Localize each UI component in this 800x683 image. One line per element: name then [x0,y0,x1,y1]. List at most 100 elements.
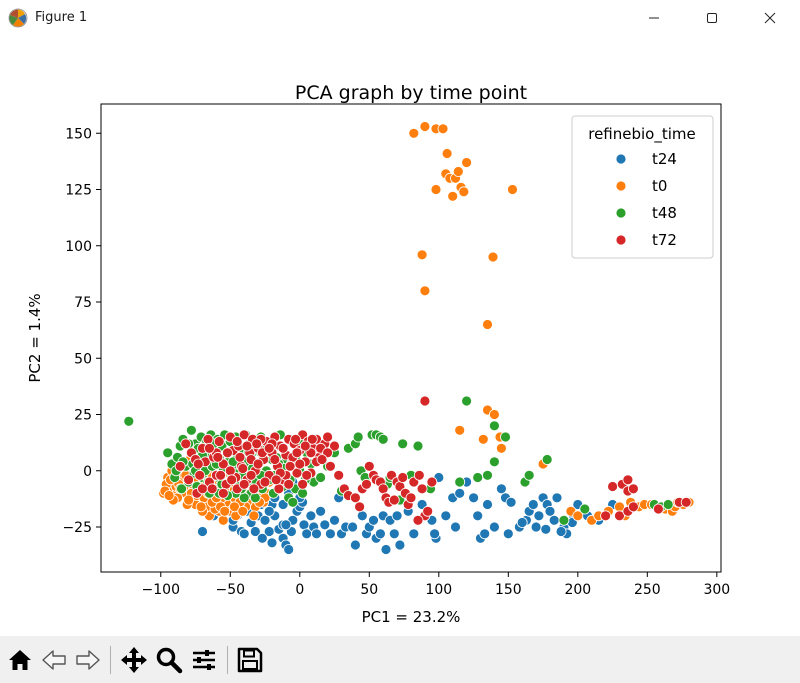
point-t72-124 [234,451,246,463]
point-t24-12 [259,514,271,526]
point-t0-156 [572,510,584,522]
maximize-button[interactable] [683,0,741,36]
y-axis-ticks: −25 0 25 50 75 100 125 150 [62,126,101,536]
pan-button[interactable] [118,644,150,676]
minimize-button[interactable] [625,0,683,36]
legend-title: refinebio_time [588,125,696,144]
x-axis-label: PC1 = 23.2% [362,608,461,626]
point-t48-135 [249,492,261,504]
point-t24-45 [380,544,392,555]
home-icon [9,650,31,670]
point-t0-123 [183,494,195,506]
point-t72-17 [238,429,250,441]
point-t0-130 [419,121,431,132]
point-t48-96 [454,476,466,488]
point-t0-142 [430,184,442,195]
close-button[interactable] [741,0,799,36]
y-tick-label: 0 [83,464,92,480]
point-t72-130 [183,474,195,486]
point-t72-109 [217,487,229,499]
point-t72-134 [263,442,275,454]
zoom-button[interactable] [153,644,185,676]
point-t24-26 [305,510,317,522]
point-t72-47 [324,460,336,472]
point-t72-76 [426,476,438,488]
point-t72-102 [238,478,250,490]
point-t24-76 [548,514,560,526]
legend: refinebio_time t24 t0 t48 t72 [571,115,714,259]
point-t72-72 [413,469,425,481]
point-t0-38 [217,514,229,526]
point-t72-85 [614,510,625,522]
point-t72-3 [194,469,206,481]
point-t24-9 [249,526,261,537]
chart-title: PCA graph by time point [295,82,527,104]
figure-canvas[interactable]: PCA graph by time point −100 −50 0 50 100 150… [0,36,800,636]
point-t72-56 [363,460,375,472]
point-t72-83 [622,474,634,486]
configure-subplots-button[interactable] [188,644,220,676]
forward-button[interactable] [72,644,104,676]
point-t48-102 [500,431,511,443]
point-t48-110 [662,499,674,510]
point-t48-6 [176,483,188,495]
point-t72-137 [192,458,204,470]
point-t24-104 [429,528,441,540]
point-t48-101 [488,420,500,432]
x-tick-label: 0 [295,582,304,598]
point-t72-123 [215,469,227,481]
back-button[interactable] [38,644,70,676]
point-t72-122 [197,483,208,495]
legend-label-t0: t0 [652,177,667,195]
point-t48-107 [579,503,591,515]
point-t72-132 [226,474,238,486]
point-t72-111 [248,483,260,495]
point-t72-119 [297,478,309,490]
point-t72-113 [283,478,295,490]
point-t72-118 [277,442,289,454]
x-tick-label: 300 [703,582,730,598]
point-t24-67 [502,528,514,540]
y-tick-label: 100 [65,239,92,255]
point-t0-133 [441,148,453,159]
y-tick-label: 75 [74,295,92,311]
point-t24-43 [374,528,386,540]
point-t24-38 [356,510,368,522]
home-button[interactable] [4,644,36,676]
point-t0-138 [458,186,470,198]
y-tick-label: 150 [65,126,92,142]
legend-marker-t24 [615,153,627,165]
point-t0-140 [461,157,473,168]
point-t24-48 [391,510,403,522]
point-t24-75 [544,505,556,517]
point-t24-99 [256,532,268,544]
point-t72-100 [202,433,214,445]
save-button[interactable] [234,644,266,676]
back-arrow-icon [42,650,66,670]
legend-label-t24: t24 [652,150,677,168]
legend-marker-t72 [615,234,627,246]
scatter-chart: PCA graph by time point −100 −50 0 50 100 150… [26,82,730,626]
point-t72-55 [361,478,372,490]
point-t24-107 [505,496,517,508]
point-t24-58 [450,521,461,533]
point-t72-98 [301,469,313,481]
point-t72-136 [299,440,311,452]
y-axis-label: PC2 = 1.4% [26,293,44,382]
matplotlib-logo-icon [8,8,28,28]
point-t0-144 [419,285,431,297]
point-t72-142 [291,447,303,459]
point-t24-41 [368,514,379,526]
x-tick-label: 50 [360,582,378,598]
point-t24-108 [530,521,542,533]
save-disk-icon [237,647,263,673]
legend-marker-t0 [615,180,627,192]
forward-arrow-icon [76,650,100,670]
point-t0-125 [219,505,231,517]
point-t72-112 [269,454,281,465]
point-t72-52 [349,492,361,504]
point-t0-145 [487,251,499,263]
point-t72-101 [222,447,233,459]
point-t24-106 [482,499,493,510]
y-tick-label: 125 [65,183,92,199]
